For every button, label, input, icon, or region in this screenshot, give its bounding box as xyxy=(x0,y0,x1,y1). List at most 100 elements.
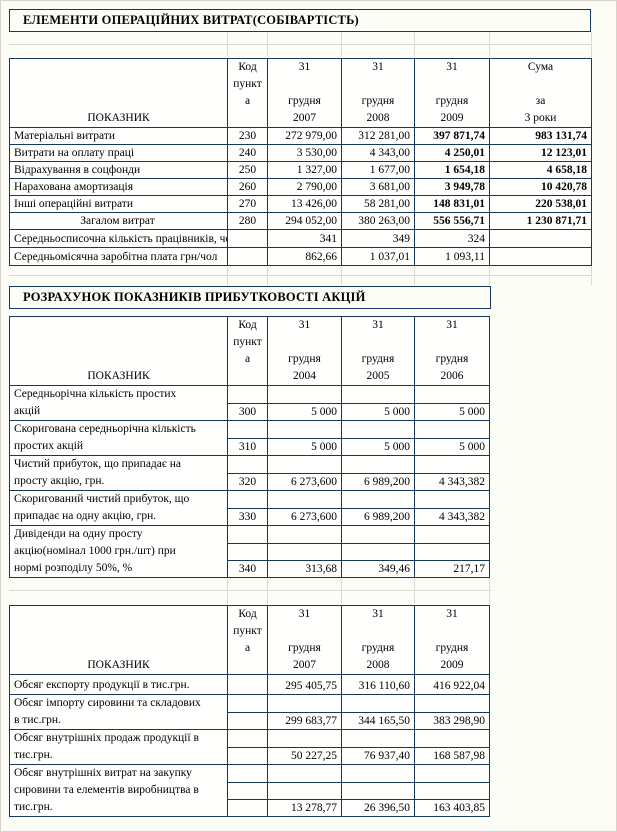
indicator-cell: Скоригована середньорічна кількість прос… xyxy=(10,421,228,456)
header-period-2009-cell: 31 грудня 2009 xyxy=(415,606,490,675)
sum-cell xyxy=(490,230,592,248)
value-cell: 3 681,00 xyxy=(342,179,415,196)
indicator-cell: Інші операційні витрати xyxy=(10,196,228,213)
section-title-shares: РОЗРАХУНОК ПОКАЗНИКІВ ПРИБУТКОВОСТІ АКЦІ… xyxy=(9,286,491,309)
sum-cell: 10 420,78 xyxy=(490,179,592,196)
value-cell: 556 556,71 xyxy=(415,213,490,230)
indicator-cell: Відрахування в соцфонди xyxy=(10,162,228,179)
indicator-cell: Скоригований чистий прибуток, що припада… xyxy=(10,491,228,526)
header-period-2005-cell: 31 грудня 2005 xyxy=(342,317,415,386)
indicator-cell: Середньосписочна кількість працівників, … xyxy=(10,230,228,248)
code-cell: 250 xyxy=(228,162,268,179)
header-period-2008-cell: 31 грудня 2008 xyxy=(342,59,415,128)
code-cell: 300 xyxy=(228,386,268,421)
code-cell: 310 xyxy=(228,421,268,456)
header-indicator-label: ПОКАЗНИК xyxy=(87,112,150,124)
excel-gridline xyxy=(9,590,491,591)
value-cell: 4 250,01 xyxy=(415,145,490,162)
header-row: ПОКАЗНИК Код пункт а 31 грудня 2004 31 г… xyxy=(10,317,490,386)
value-cell: 6 989,200 xyxy=(342,491,415,526)
value-cell: 58 281,00 xyxy=(342,196,415,213)
value-cell: 4 343,00 xyxy=(342,145,415,162)
value-cell: 4 343,382 xyxy=(415,456,490,491)
table-row: Нарахована амортизація 260 2 790,00 3 68… xyxy=(10,179,592,196)
code-cell: 240 xyxy=(228,145,268,162)
sum-cell: 4 658,18 xyxy=(490,162,592,179)
value-cell: 3 530,00 xyxy=(268,145,342,162)
value-cell: 13 426,00 xyxy=(268,196,342,213)
code-cell xyxy=(228,248,268,266)
header-period-2009-cell: 31 грудня 2009 xyxy=(415,59,490,128)
header-period-2006-cell: 31 грудня 2006 xyxy=(415,317,490,386)
indicator-cell: Обсяг внутрішніх продаж продукції в тис.… xyxy=(10,730,228,765)
header-indicator-cell: ПОКАЗНИК xyxy=(10,59,228,128)
header-period-2008-cell: 31 грудня 2008 xyxy=(342,606,415,675)
excel-gridline xyxy=(9,44,592,45)
value-cell: 383 298,90 xyxy=(415,695,490,730)
value-cell: 313,68 xyxy=(268,526,342,578)
table-row: Інші операційні витрати 270 13 426,00 58… xyxy=(10,196,592,213)
header-code-cell: Код пункт а xyxy=(228,317,268,386)
table-row: Середньосписочна кількість працівників, … xyxy=(10,230,592,248)
code-cell xyxy=(228,675,268,695)
excel-gridline xyxy=(489,578,490,604)
indicator-cell: Чистий прибуток, що припадає на просту а… xyxy=(10,456,228,491)
value-cell: 1 677,00 xyxy=(342,162,415,179)
sum-cell xyxy=(490,248,592,266)
sum-cell: 1 230 871,71 xyxy=(490,213,592,230)
value-cell: 380 263,00 xyxy=(342,213,415,230)
header-sum-cell: Сума за 3 роки xyxy=(490,59,592,128)
table-row: Середньомісячна заробітна плата грн/чол … xyxy=(10,248,592,266)
indicator-cell: Обсяг експорту продукції в тис.грн. xyxy=(10,675,228,695)
code-cell: 230 xyxy=(228,128,268,145)
excel-gridline xyxy=(227,578,228,604)
table-row: Скоригований чистий прибуток, що припада… xyxy=(10,491,490,526)
value-cell: 397 871,74 xyxy=(415,128,490,145)
value-cell: 272 979,00 xyxy=(268,128,342,145)
value-cell: 1 037,01 xyxy=(342,248,415,266)
table-row: Скоригована середньорічна кількість прос… xyxy=(10,421,490,456)
header-period-2004-cell: 31 грудня 2004 xyxy=(268,317,342,386)
value-cell: 6 273,600 xyxy=(268,491,342,526)
header-indicator-cell: ПОКАЗНИК xyxy=(10,606,228,675)
value-cell: 13 278,77 xyxy=(268,765,342,817)
code-cell: 340 xyxy=(228,526,268,578)
indicator-cell: Середньорічна кількість простих акцій xyxy=(10,386,228,421)
value-cell: 148 831,01 xyxy=(415,196,490,213)
code-cell: 270 xyxy=(228,196,268,213)
indicator-cell: Загалом витрат xyxy=(10,213,228,230)
value-cell: 349,46 xyxy=(342,526,415,578)
table-row-total: Загалом витрат 280 294 052,00 380 263,00… xyxy=(10,213,592,230)
indicator-cell: Нарахована амортизація xyxy=(10,179,228,196)
value-cell: 316 110,60 xyxy=(342,675,415,695)
value-cell: 862,66 xyxy=(268,248,342,266)
code-cell: 330 xyxy=(228,491,268,526)
value-cell: 5 000 xyxy=(268,386,342,421)
indicator-cell: Дивіденди на одну просту акцію(номінал 1… xyxy=(10,526,228,578)
section-title-costs: ЕЛЕМЕНТИ ОПЕРАЦІЙНИХ ВИТРАТ(СОБІВАРТІСТЬ… xyxy=(9,9,591,32)
value-cell: 299 683,77 xyxy=(268,695,342,730)
value-cell: 294 052,00 xyxy=(268,213,342,230)
sum-cell: 220 538,01 xyxy=(490,196,592,213)
excel-gridline xyxy=(267,578,268,604)
code-cell: 320 xyxy=(228,456,268,491)
value-cell: 344 165,50 xyxy=(342,695,415,730)
section-title-shares-text: РОЗРАХУНОК ПОКАЗНИКІВ ПРИБУТКОВОСТІ АКЦІ… xyxy=(23,290,366,304)
value-cell: 2 790,00 xyxy=(268,179,342,196)
table-row: Обсяг внутрішніх витрат на закупку сиров… xyxy=(10,765,490,817)
table-row: Обсяг внутрішніх продаж продукції в тис.… xyxy=(10,730,490,765)
excel-gridline xyxy=(414,578,415,604)
table-row: Матеріальні витрати 230 272 979,00 312 2… xyxy=(10,128,592,145)
indicator-cell: Середньомісячна заробітна плата грн/чол xyxy=(10,248,228,266)
value-cell: 312 281,00 xyxy=(342,128,415,145)
table-row: Обсяг експорту продукції в тис.грн. 295 … xyxy=(10,675,490,695)
export-import-table: ПОКАЗНИК Код пункт а 31 грудня 2007 31 г… xyxy=(9,605,490,817)
value-cell: 1 327,00 xyxy=(268,162,342,179)
value-cell: 163 403,85 xyxy=(415,765,490,817)
value-cell: 217,17 xyxy=(415,526,490,578)
share-profitability-table: ПОКАЗНИК Код пункт а 31 грудня 2004 31 г… xyxy=(9,316,490,578)
value-cell: 5 000 xyxy=(268,421,342,456)
value-cell: 5 000 xyxy=(342,421,415,456)
table-row: Середньорічна кількість простих акцій 30… xyxy=(10,386,490,421)
value-cell: 76 937,40 xyxy=(342,730,415,765)
